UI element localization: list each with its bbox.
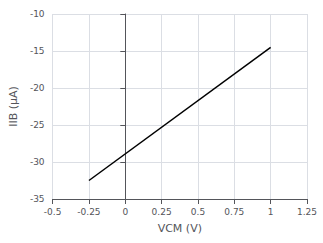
svg-text:1: 1 — [268, 207, 274, 217]
svg-text:-20: -20 — [30, 83, 45, 93]
svg-text:0.75: 0.75 — [224, 207, 244, 217]
svg-text:-15: -15 — [30, 46, 45, 56]
svg-text:0.5: 0.5 — [191, 207, 205, 217]
svg-text:-0.5: -0.5 — [44, 207, 62, 217]
svg-text:-10: -10 — [30, 9, 45, 19]
svg-text:VCM (V): VCM (V) — [158, 222, 202, 235]
svg-text:IIB (μA): IIB (μA) — [7, 86, 20, 127]
svg-text:0: 0 — [122, 207, 128, 217]
svg-text:0.25: 0.25 — [152, 207, 172, 217]
svg-text:-25: -25 — [30, 120, 45, 130]
svg-text:-30: -30 — [30, 157, 45, 167]
svg-text:-35: -35 — [30, 194, 45, 204]
svg-text:-0.25: -0.25 — [77, 207, 100, 217]
svg-text:1.25: 1.25 — [297, 207, 317, 217]
